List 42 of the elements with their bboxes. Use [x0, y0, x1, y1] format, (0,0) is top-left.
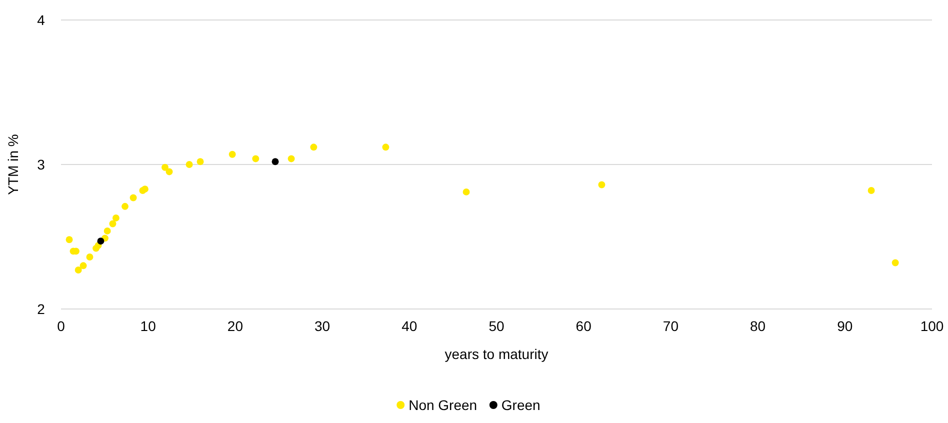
point — [310, 144, 318, 151]
point — [186, 161, 193, 168]
point — [66, 236, 73, 244]
point — [86, 254, 94, 260]
point — [382, 144, 390, 151]
x-tick-label: 80 — [750, 318, 766, 334]
legend-label: Non Green — [408, 397, 478, 413]
x-axis-title: years to maturity — [444, 346, 548, 362]
x-tick-label: 40 — [402, 318, 418, 334]
legend-label: Green — [501, 397, 540, 413]
point — [109, 220, 116, 228]
point — [104, 228, 111, 234]
point — [462, 188, 470, 196]
point — [166, 168, 173, 176]
point — [892, 259, 899, 266]
x-tick-label: 60 — [576, 318, 592, 334]
x-tick-label: 20 — [227, 318, 244, 334]
point — [228, 150, 236, 158]
point — [80, 262, 87, 270]
point — [272, 158, 279, 166]
y-tick-label: 3 — [37, 156, 46, 172]
point — [130, 194, 137, 202]
x-tick-label: 70 — [662, 318, 679, 334]
x-tick-label: 50 — [488, 318, 504, 334]
point — [162, 164, 168, 171]
x-tick-label: 10 — [140, 318, 156, 334]
point — [196, 158, 204, 166]
point — [122, 202, 128, 210]
y-tick-label: 2 — [37, 300, 46, 317]
point — [252, 155, 260, 162]
point — [598, 181, 606, 188]
y-axis-title: YTM in % — [5, 134, 21, 195]
point — [74, 266, 82, 274]
x-tick-label: 30 — [314, 318, 330, 334]
x-tick-label: 90 — [837, 318, 853, 334]
point — [97, 238, 104, 245]
point — [112, 214, 120, 222]
x-tick-label: 0 — [57, 318, 66, 334]
point — [288, 155, 295, 162]
y-tick-label: 4 — [37, 12, 46, 28]
x-tick-label: 100 — [920, 318, 944, 334]
point — [868, 187, 875, 194]
